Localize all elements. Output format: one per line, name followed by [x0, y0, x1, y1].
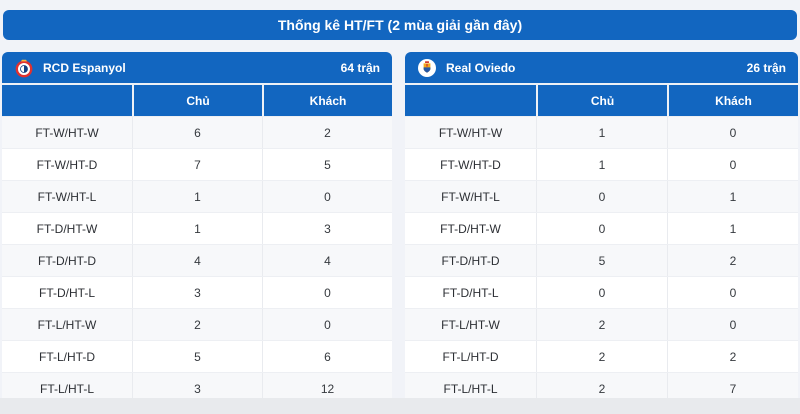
team-header-oviedo: Real Oviedo 26 trận	[405, 52, 798, 83]
stat-row-label: FT-L/HT-W	[37, 317, 97, 332]
stat-home-value: 1	[536, 117, 667, 148]
stat-row-label: FT-D/HT-L	[39, 285, 95, 300]
table-row: FT-W/HT-D 1 0	[405, 148, 798, 180]
stat-away-value: 6	[262, 341, 392, 372]
stat-away-value: 3	[262, 213, 392, 244]
stat-home-value: 5	[132, 341, 262, 372]
stat-row-label: FT-L/HT-L	[39, 381, 94, 396]
table-row: FT-W/HT-D 7 5	[2, 148, 392, 180]
stat-away-value: 4	[262, 245, 392, 276]
table-row: FT-D/HT-D 5 2	[405, 244, 798, 276]
stat-home-value: 1	[132, 213, 262, 244]
bottom-strip	[0, 398, 800, 414]
stat-home-value: 2	[536, 373, 667, 404]
stat-home-value: 1	[132, 181, 262, 212]
table-header-row: Chủ Khách	[2, 83, 392, 116]
stat-row-label: FT-W/HT-L	[37, 189, 97, 204]
stat-home-value: 6	[132, 117, 262, 148]
stat-row-label: FT-L/HT-L	[443, 381, 498, 396]
stats-title-bar: Thống kê HT/FT (2 mùa giải gần đây)	[3, 10, 797, 40]
table-row: FT-D/HT-L 0 0	[405, 276, 798, 308]
stat-away-value: 2	[667, 245, 798, 276]
column-header-home: Chủ	[536, 85, 667, 116]
stat-away-value: 0	[262, 277, 392, 308]
stat-home-value: 2	[536, 341, 667, 372]
column-header-home: Chủ	[132, 85, 262, 116]
stat-row-label: FT-L/HT-W	[441, 317, 500, 332]
stat-row-label: FT-W/HT-D	[440, 157, 501, 172]
stat-away-value: 0	[262, 181, 392, 212]
corner-cell	[2, 85, 132, 116]
stat-home-value: 7	[132, 149, 262, 180]
column-header-away: Khách	[262, 85, 392, 116]
team-panel-espanyol: RCD Espanyol 64 trận Chủ Khách FT-W/HT-W…	[2, 52, 392, 404]
table-row: FT-L/HT-D 5 6	[2, 340, 392, 372]
team-panel-oviedo: Real Oviedo 26 trận Chủ Khách FT-W/HT-W …	[405, 52, 798, 404]
table-row: FT-D/HT-D 4 4	[2, 244, 392, 276]
team-name: RCD Espanyol	[43, 60, 126, 75]
stat-away-value: 2	[262, 117, 392, 148]
stat-away-value: 0	[667, 309, 798, 340]
table-row: FT-D/HT-W 1 3	[2, 212, 392, 244]
stat-away-value: 0	[667, 149, 798, 180]
stat-row-label: FT-W/HT-L	[441, 189, 500, 204]
stat-row-label: FT-D/HT-L	[442, 285, 499, 300]
stat-home-value: 3	[132, 373, 262, 404]
stat-away-value: 1	[667, 213, 798, 244]
page-title: Thống kê HT/FT (2 mùa giải gần đây)	[277, 17, 523, 33]
column-header-away: Khách	[667, 85, 798, 116]
oviedo-crest-icon	[418, 58, 436, 77]
stat-away-value: 12	[262, 373, 392, 404]
stat-row-label: FT-W/HT-W	[35, 125, 99, 140]
table-row: FT-L/HT-D 2 2	[405, 340, 798, 372]
table-row: FT-W/HT-L 1 0	[2, 180, 392, 212]
stat-home-value: 1	[536, 149, 667, 180]
stat-row-label: FT-D/HT-D	[38, 253, 96, 268]
team-panels: RCD Espanyol 64 trận Chủ Khách FT-W/HT-W…	[2, 52, 798, 404]
team-name: Real Oviedo	[446, 60, 516, 75]
stat-home-value: 0	[536, 277, 667, 308]
stat-away-value: 2	[667, 341, 798, 372]
stat-row-label: FT-D/HT-D	[441, 253, 500, 268]
table-row: FT-W/HT-L 0 1	[405, 180, 798, 212]
stat-home-value: 5	[536, 245, 667, 276]
table-row: FT-W/HT-W 6 2	[2, 116, 392, 148]
stat-away-value: 0	[262, 309, 392, 340]
corner-cell	[405, 85, 536, 116]
stats-table-espanyol: Chủ Khách FT-W/HT-W 6 2 FT-W/HT-D 7 5 FT…	[2, 83, 392, 404]
table-row: FT-D/HT-W 0 1	[405, 212, 798, 244]
stat-home-value: 2	[536, 309, 667, 340]
stat-row-label: FT-W/HT-D	[36, 157, 98, 172]
table-row: FT-L/HT-W 2 0	[2, 308, 392, 340]
table-row: FT-L/HT-W 2 0	[405, 308, 798, 340]
stat-home-value: 4	[132, 245, 262, 276]
stat-home-value: 3	[132, 277, 262, 308]
stat-row-label: FT-W/HT-W	[438, 125, 503, 140]
team-match-count: 64 trận	[340, 60, 380, 75]
team-header-espanyol: RCD Espanyol 64 trận	[2, 52, 392, 83]
table-row: FT-D/HT-L 3 0	[2, 276, 392, 308]
stat-home-value: 0	[536, 213, 667, 244]
stat-away-value: 0	[667, 117, 798, 148]
stat-home-value: 2	[132, 309, 262, 340]
stat-row-label: FT-D/HT-W	[440, 221, 501, 236]
stat-row-label: FT-L/HT-D	[442, 349, 499, 364]
stat-away-value: 0	[667, 277, 798, 308]
table-row: FT-W/HT-W 1 0	[405, 116, 798, 148]
team-match-count: 26 trận	[746, 60, 786, 75]
stat-away-value: 1	[667, 181, 798, 212]
stat-row-label: FT-L/HT-D	[39, 349, 95, 364]
stat-away-value: 7	[667, 373, 798, 404]
stat-away-value: 5	[262, 149, 392, 180]
table-header-row: Chủ Khách	[405, 83, 798, 116]
stat-row-label: FT-D/HT-W	[36, 221, 98, 236]
espanyol-crest-icon	[15, 59, 33, 77]
stats-table-oviedo: Chủ Khách FT-W/HT-W 1 0 FT-W/HT-D 1 0 FT…	[405, 83, 798, 404]
stat-home-value: 0	[536, 181, 667, 212]
